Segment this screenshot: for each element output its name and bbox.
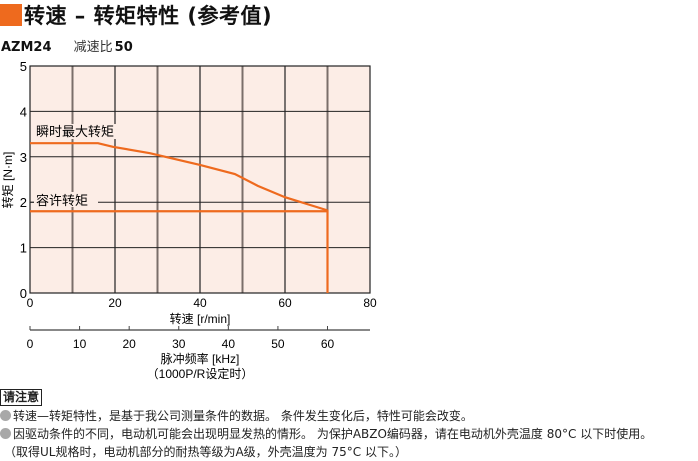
x-axis-label: 转速 [r/min] [170,311,231,326]
pulse-tick-label: 50 [271,337,285,351]
note-item: 因驱动条件的不同，电动机可能会出现明显发热的情形。 为保护ABZO编码器，请在电… [0,425,652,443]
x-tick-label: 20 [108,296,122,310]
x-tick-label: 40 [193,296,207,310]
label-background [34,124,124,139]
pulse-tick-label: 40 [222,337,236,351]
y-tick-label: 2 [20,195,27,210]
pulse-tick-label: 10 [73,337,87,351]
y-axis-label: 转矩 [N·m] [0,152,15,209]
ratio-value: 50 [114,40,133,55]
note-sub: （取得UL规格时，电动机部分的耐热等级为A级，外壳温度为 75°C 以下。） [4,445,407,459]
pulse-tick-label: 30 [172,337,186,351]
bullet-icon [0,410,11,421]
title-text: 转速 – 转矩特性 (参考值) [24,4,273,28]
notes: 请注意 转速—转矩特性，是基于我公司测量条件的数据。 条件发生变化后，特性可能会… [0,388,652,461]
pulse-tick-label: 20 [122,337,136,351]
bullet-icon [0,428,11,439]
rated-torque-line [30,210,329,293]
label-background [34,192,98,207]
series-label-rated: 容许转矩 [36,193,88,208]
y-tick-label: 3 [20,150,27,165]
pulse-axis-note: （1000P/R设定时） [147,366,254,381]
pulse-tick-label: 60 [321,337,335,351]
x-tick-label: 0 [27,296,34,310]
series-label-peak: 瞬时最大转矩 [36,124,114,139]
subtitle: AZM24 减速比 50 [1,36,133,55]
chart-title: 转速 – 转矩特性 (参考值) [0,0,272,30]
pulse-tick-label: 0 [27,337,34,351]
model-name: AZM24 [1,40,52,55]
x-tick-label: 60 [278,296,292,310]
note-item: 转速—转矩特性，是基于我公司测量条件的数据。 条件发生变化后，特性可能会改变。 [0,407,652,425]
pulse-axis-label: 脉冲频率 [kHz] [161,351,240,366]
x-tick-label: 80 [363,296,377,310]
ratio-label: 减速比 [73,40,113,55]
plot-frame [29,65,371,294]
y-tick-label: 5 [20,59,27,74]
note-text: 因驱动条件的不同，电动机可能会出现明显发热的情形。 为保护ABZO编码器，请在电… [13,427,653,441]
title-marker-icon [0,4,22,26]
y-tick-label: 0 [20,286,27,301]
peak-torque-line [30,142,328,212]
ratio: 减速比 50 [74,40,133,55]
y-tick-label: 1 [20,241,27,256]
note-text: 转速—转矩特性，是基于我公司测量条件的数据。 条件发生变化后，特性可能会改变。 [13,409,473,423]
notes-heading: 请注意 [0,389,43,406]
y-tick-label: 4 [20,104,27,119]
